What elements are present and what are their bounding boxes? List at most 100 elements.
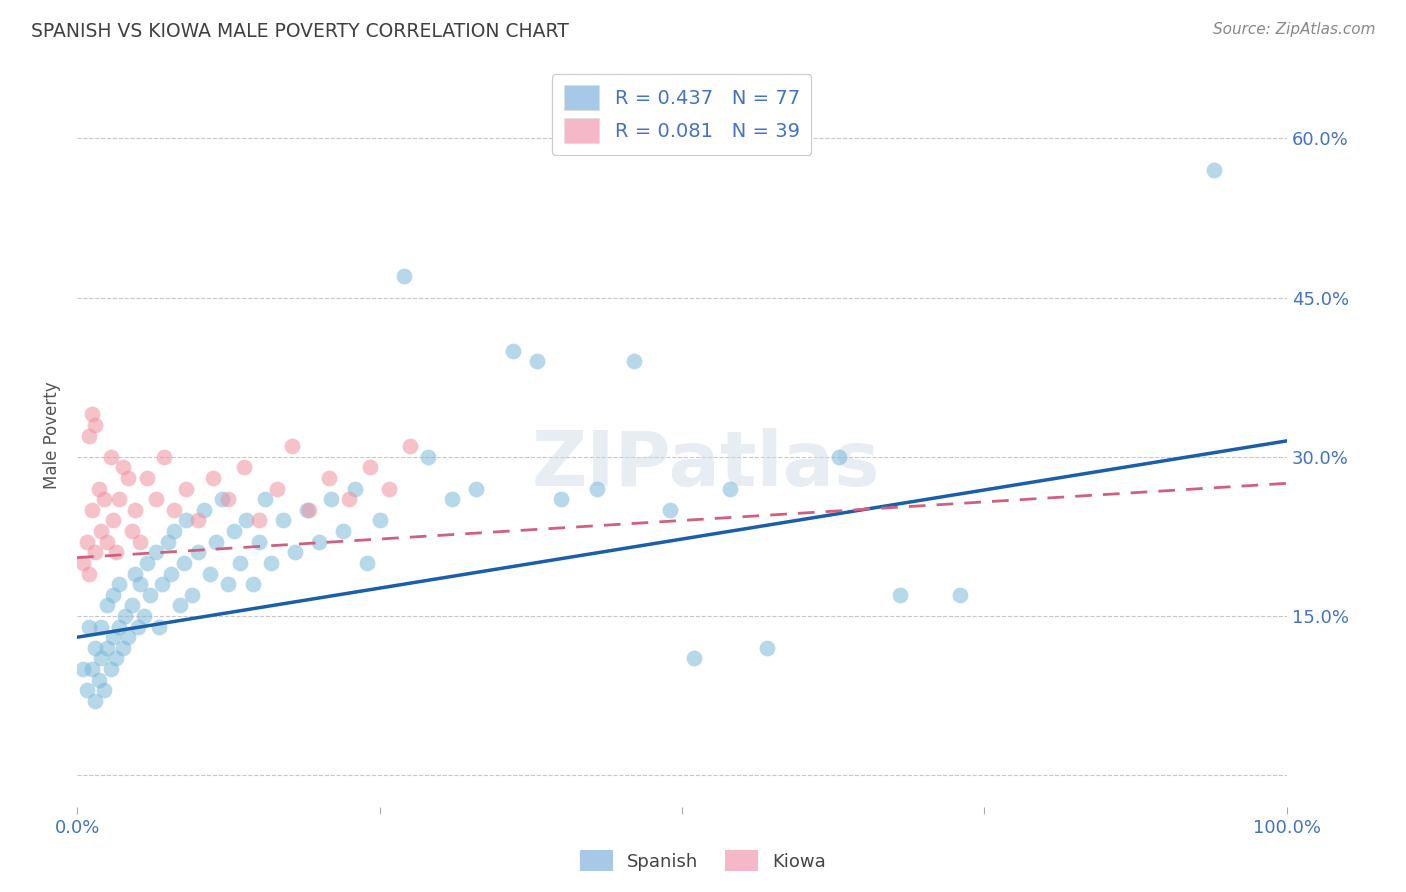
Legend: R = 0.437   N = 77, R = 0.081   N = 39: R = 0.437 N = 77, R = 0.081 N = 39: [553, 74, 811, 155]
Point: [550, 492, 572, 507]
Point: [163, 524, 186, 538]
Point: [623, 354, 645, 368]
Point: [281, 439, 304, 453]
Point: [103, 513, 125, 527]
Point: [332, 524, 354, 538]
Point: [90, 524, 112, 538]
Point: [90, 619, 112, 633]
Point: [153, 450, 176, 464]
Point: [72, 556, 94, 570]
Point: [949, 588, 972, 602]
Point: [755, 640, 778, 655]
Point: [96, 640, 118, 655]
Point: [247, 534, 270, 549]
Point: [108, 619, 131, 633]
Point: [80, 662, 103, 676]
Point: [96, 599, 118, 613]
Point: [198, 566, 221, 581]
Point: [100, 662, 122, 676]
Point: [112, 460, 135, 475]
Point: [93, 492, 115, 507]
Point: [416, 450, 439, 464]
Point: [217, 577, 239, 591]
Point: [502, 343, 524, 358]
Point: [160, 566, 183, 581]
Point: [124, 503, 146, 517]
Point: [100, 450, 122, 464]
Point: [90, 651, 112, 665]
Point: [235, 513, 257, 527]
Point: [253, 492, 276, 507]
Point: [889, 588, 911, 602]
Point: [108, 577, 131, 591]
Point: [465, 482, 488, 496]
Point: [129, 534, 152, 549]
Point: [321, 492, 343, 507]
Text: SPANISH VS KIOWA MALE POVERTY CORRELATION CHART: SPANISH VS KIOWA MALE POVERTY CORRELATIO…: [31, 22, 569, 41]
Point: [217, 492, 239, 507]
Point: [828, 450, 851, 464]
Point: [121, 599, 143, 613]
Point: [193, 503, 215, 517]
Point: [103, 588, 125, 602]
Point: [187, 545, 209, 559]
Point: [104, 651, 127, 665]
Point: [103, 630, 125, 644]
Point: [298, 503, 321, 517]
Point: [136, 471, 159, 485]
Point: [229, 556, 252, 570]
Point: [72, 662, 94, 676]
Point: [683, 651, 706, 665]
Point: [378, 482, 401, 496]
Point: [145, 492, 167, 507]
Point: [124, 566, 146, 581]
Point: [163, 503, 186, 517]
Point: [108, 492, 131, 507]
Point: [658, 503, 681, 517]
Point: [181, 588, 204, 602]
Legend: Spanish, Kiowa: Spanish, Kiowa: [572, 843, 834, 879]
Point: [114, 609, 136, 624]
Point: [266, 482, 288, 496]
Point: [308, 534, 330, 549]
Point: [77, 566, 100, 581]
Point: [132, 609, 155, 624]
Point: [233, 460, 256, 475]
Point: [117, 471, 139, 485]
Point: [359, 460, 381, 475]
Point: [1204, 163, 1226, 178]
Point: [173, 556, 195, 570]
Point: [84, 640, 107, 655]
Point: [526, 354, 548, 368]
Point: [318, 471, 340, 485]
Point: [337, 492, 360, 507]
Point: [187, 513, 209, 527]
Point: [718, 482, 741, 496]
Text: Source: ZipAtlas.com: Source: ZipAtlas.com: [1212, 22, 1375, 37]
Point: [174, 482, 197, 496]
Point: [77, 428, 100, 442]
Point: [344, 482, 367, 496]
Point: [87, 482, 110, 496]
Point: [295, 503, 318, 517]
Text: ZIPatlas: ZIPatlas: [531, 428, 880, 502]
Point: [271, 513, 294, 527]
Point: [121, 524, 143, 538]
Point: [284, 545, 307, 559]
Point: [156, 534, 179, 549]
Point: [104, 545, 127, 559]
Point: [441, 492, 464, 507]
Point: [96, 534, 118, 549]
Point: [117, 630, 139, 644]
Point: [80, 503, 103, 517]
Point: [84, 694, 107, 708]
Point: [205, 534, 228, 549]
Point: [129, 577, 152, 591]
Point: [87, 673, 110, 687]
Point: [211, 492, 233, 507]
Y-axis label: Male Poverty: Male Poverty: [44, 382, 60, 490]
Point: [398, 439, 420, 453]
Point: [127, 619, 149, 633]
Point: [93, 683, 115, 698]
Point: [148, 619, 170, 633]
